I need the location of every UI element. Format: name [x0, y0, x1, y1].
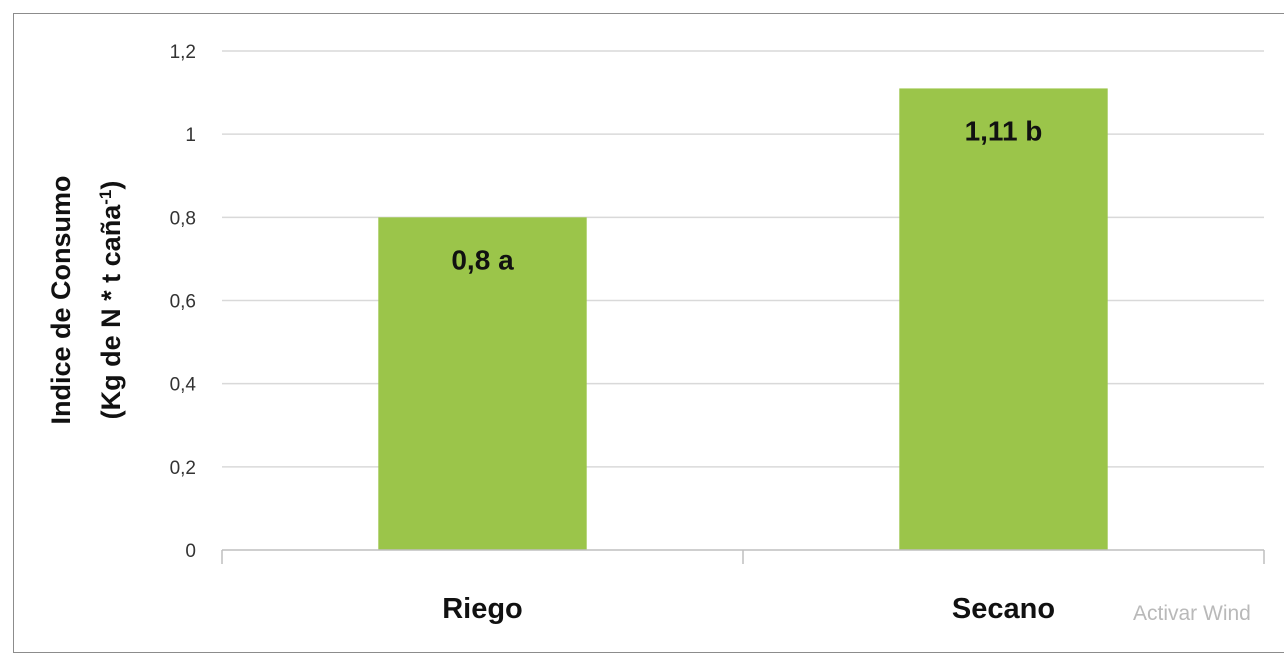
y-tick-label: 1 — [185, 125, 196, 146]
y-axis-title-unit: (Kg de N * t caña — [96, 204, 126, 420]
axes — [221, 549, 1265, 564]
data-label-secano: 1,11 b — [965, 115, 1043, 146]
labels: 0 0,2 0,4 0,6 0,8 1 1,2 0,8 a Riego 1,11 b Secano — [170, 42, 1056, 624]
x-category-label-secano: Secano — [952, 593, 1055, 624]
y-tick-label: 0,4 — [170, 375, 197, 396]
y-axis-title-exponent: -1 — [96, 190, 115, 205]
y-tick-label: 0 — [185, 541, 196, 562]
bar-secano — [899, 88, 1108, 551]
bar-riego — [378, 217, 587, 551]
y-axis-title-close: ) — [96, 181, 126, 190]
x-category-label-riego: Riego — [442, 593, 523, 624]
y-tick-label: 0,8 — [170, 208, 196, 229]
data-label-riego: 0,8 a — [451, 244, 514, 275]
y-axis-title-line1: Indice de Consumo — [46, 175, 76, 424]
activation-watermark: Activar Wind — [1133, 602, 1251, 624]
y-tick-label: 0,2 — [170, 458, 196, 479]
y-tick-label: 1,2 — [170, 42, 196, 63]
bars — [378, 88, 1108, 551]
y-tick-label: 0,6 — [170, 292, 196, 313]
y-axis-title-line2: (Kg de N * t caña-1) — [96, 181, 127, 420]
